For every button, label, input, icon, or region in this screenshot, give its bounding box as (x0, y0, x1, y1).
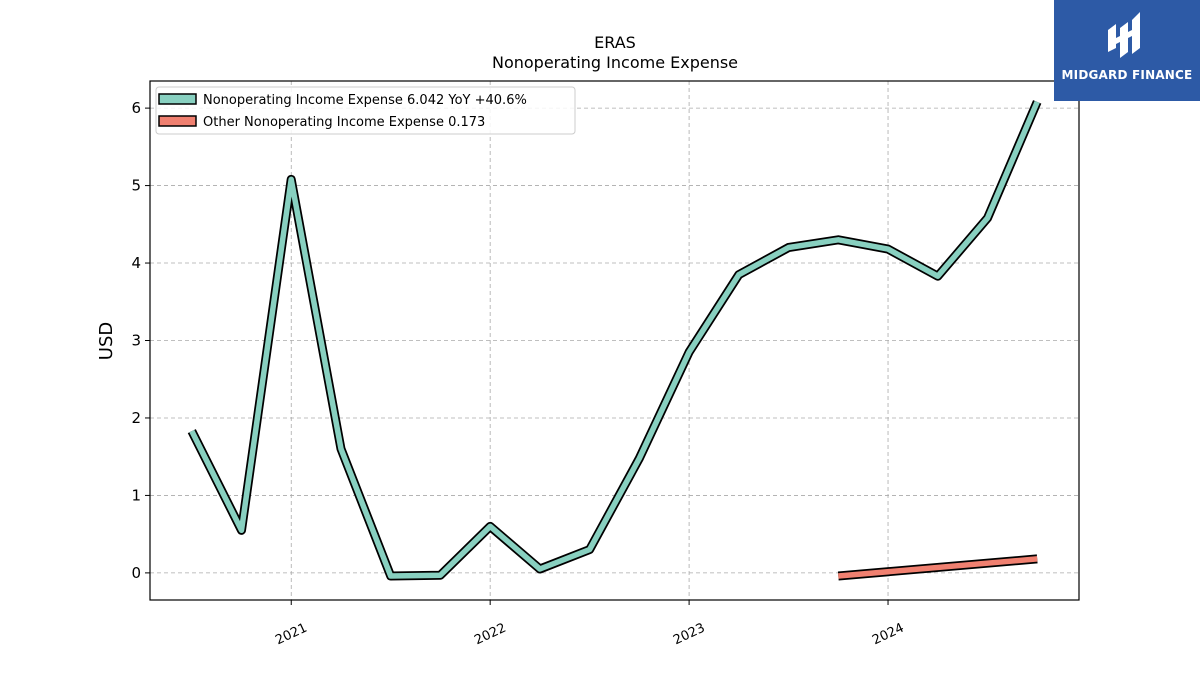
y-tick-label: 5 (131, 177, 141, 195)
brand-name: MIDGARD FINANCE (1061, 68, 1193, 82)
legend-swatch-series-1 (158, 93, 197, 105)
x-tick-label: 2022 (472, 621, 508, 649)
y-tick-label: 0 (131, 564, 141, 582)
legend: Nonoperating Income Expense 6.042 YoY +4… (155, 86, 576, 135)
x-tick-label: 2023 (671, 621, 707, 649)
legend-label-series-1: Nonoperating Income Expense 6.042 YoY +4… (203, 93, 527, 108)
series-layer (187, 100, 1042, 581)
y-tick-label: 2 (131, 409, 141, 427)
legend-box (155, 86, 576, 135)
legend-label-series-2: Other Nonoperating Income Expense 0.173 (203, 115, 485, 130)
chart-title: ERAS (594, 33, 636, 52)
y-axis-label: USD (96, 322, 117, 360)
series-1-line (189, 100, 1040, 579)
x-tick-label: 2024 (870, 621, 906, 649)
series-2-line (838, 556, 1038, 579)
y-tick-label: 6 (131, 99, 141, 117)
y-tick-label: 3 (131, 332, 141, 350)
x-tick-label: 2021 (273, 621, 309, 649)
legend-swatch-series-2 (158, 115, 197, 127)
grid (150, 81, 1079, 600)
y-tick-label: 4 (131, 254, 141, 272)
y-tick-label: 1 (131, 486, 141, 504)
midgard-logo-icon (1108, 12, 1140, 58)
chart-subtitle: Nonoperating Income Expense (492, 53, 738, 72)
brand-badge: MIDGARD FINANCE (1054, 0, 1200, 101)
axis-ticks: 0 1 2 3 4 5 6 2021 2022 2023 2024 (131, 99, 906, 648)
